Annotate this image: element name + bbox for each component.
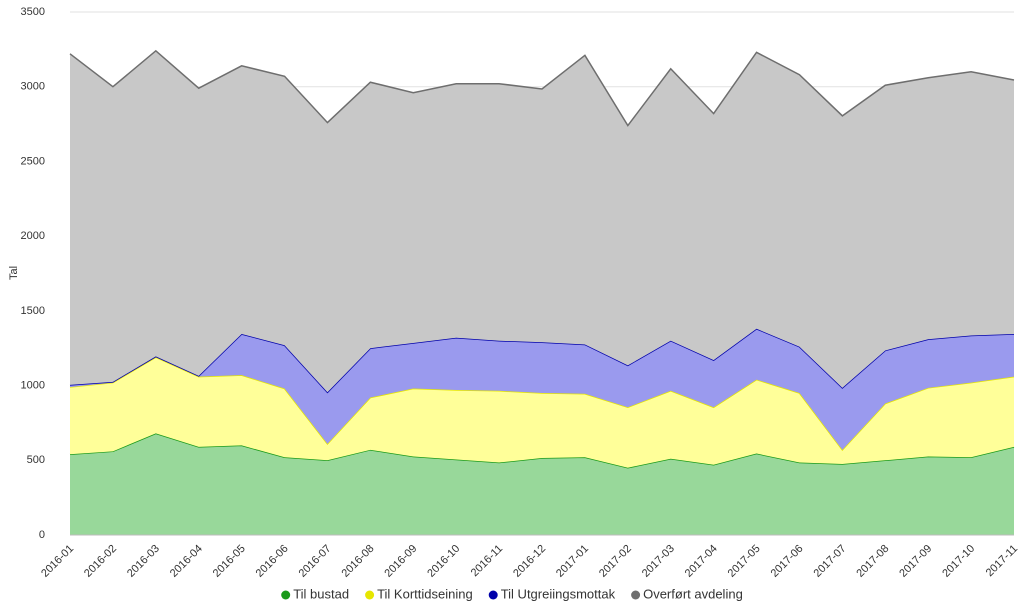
x-tick-label: 2016-09 — [382, 543, 419, 580]
legend-marker — [488, 590, 498, 600]
x-tick-label: 2017-06 — [769, 543, 806, 580]
x-tick-label: 2017-11 — [984, 543, 1020, 579]
x-tick-label: 2016-12 — [511, 543, 548, 580]
x-tick-label: 2016-02 — [82, 543, 119, 580]
y-tick-label: 3000 — [21, 81, 45, 93]
y-tick-label: 2000 — [21, 230, 45, 242]
legend-label: Til bustad — [293, 586, 349, 601]
y-tick-label: 0 — [39, 529, 45, 541]
x-tick-label: 2017-09 — [897, 543, 934, 580]
x-tick-label: 2016-03 — [125, 543, 162, 580]
legend-marker — [281, 590, 291, 600]
x-tick-label: 2017-08 — [854, 543, 891, 580]
y-tick-label: 1500 — [21, 305, 45, 317]
x-tick-label: 2017-03 — [640, 543, 677, 580]
x-tick-label: 2016-07 — [297, 543, 334, 580]
legend-marker — [365, 590, 375, 600]
legend-marker — [631, 590, 641, 600]
x-tick-label: 2017-05 — [726, 543, 763, 580]
x-tick-label: 2016-06 — [254, 543, 291, 580]
area-fill — [70, 50, 1014, 393]
x-tick-label: 2016-10 — [425, 543, 462, 580]
area-fill — [70, 357, 1014, 468]
y-tick-label: 3500 — [21, 6, 45, 18]
area-line — [69, 49, 1015, 127]
x-tick-label: 2016-05 — [211, 543, 248, 580]
legend-label: Overført avdeling — [643, 586, 743, 601]
y-axis-label: Tal — [8, 266, 20, 280]
x-tick-label: 2016-04 — [168, 543, 205, 580]
y-tick-label: 1000 — [21, 379, 45, 391]
y-tick-label: 500 — [27, 454, 45, 466]
y-tick-label: 2500 — [21, 155, 45, 167]
x-tick-label: 2017-07 — [812, 543, 849, 580]
x-tick-label: 2017-02 — [597, 543, 634, 580]
legend-label: Til Utgreiingsmottak — [501, 586, 616, 601]
x-tick-label: 2017-04 — [683, 543, 720, 580]
x-tick-label: 2016-01 — [39, 543, 76, 580]
x-tick-label: 2017-10 — [940, 543, 977, 580]
x-tick-label: 2016-11 — [469, 543, 505, 579]
legend-label: Til Korttidseining — [377, 586, 473, 601]
area-fill — [70, 328, 1014, 450]
x-tick-label: 2016-08 — [340, 543, 377, 580]
x-tick-label: 2017-01 — [554, 543, 591, 580]
